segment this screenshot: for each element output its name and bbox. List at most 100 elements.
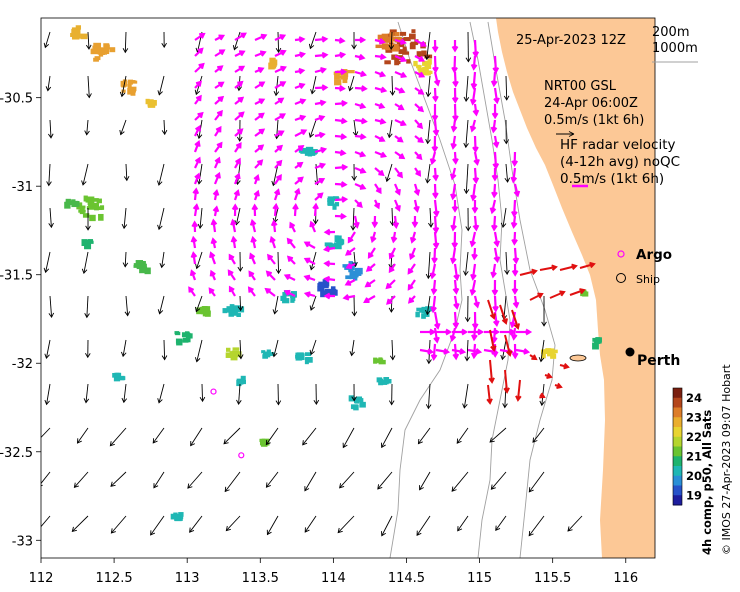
hf-arrow-head: [238, 111, 245, 118]
sst-pixel: [102, 48, 110, 55]
red-arrow: [549, 291, 565, 299]
model-arrow-head: [463, 142, 469, 149]
model-arrow: [426, 31, 431, 60]
model-arrow-head: [417, 438, 423, 445]
colorbar-tick-label: 23: [686, 410, 702, 424]
model-arrow: [465, 163, 469, 194]
model-arrow-head: [463, 270, 469, 276]
model-arrow: [266, 471, 279, 488]
model-arrow-head: [83, 398, 90, 404]
red-arrow-head: [488, 377, 495, 384]
hf-arrow-head: [303, 241, 311, 248]
model-arrow: [86, 295, 89, 318]
model-arrow-head: [275, 400, 282, 406]
sst-pixel: [82, 213, 90, 218]
hf-arrow-head: [491, 112, 499, 120]
hf-arrow: [472, 71, 477, 88]
sst-pixel: [174, 514, 181, 520]
sst-pixel: [291, 294, 296, 302]
ship-legend-label: Ship: [636, 273, 660, 286]
model-arrow-head: [504, 177, 511, 183]
model-arrow: [74, 471, 89, 488]
sst-pixel: [394, 32, 400, 37]
sst-pixel: [348, 268, 354, 273]
x-tick-label: 114: [321, 571, 346, 586]
hf-arrow: [453, 71, 457, 86]
model-arrow: [196, 251, 203, 269]
sst-pixel: [375, 44, 384, 49]
sst-pixel: [349, 270, 356, 275]
sst-pixel: [416, 51, 422, 58]
model-arrow-head: [195, 263, 201, 270]
model-arrow-head: [416, 530, 422, 537]
hf-arrow-head: [258, 81, 266, 88]
sst-pixel: [386, 36, 394, 43]
hf-arrow-head: [249, 218, 257, 226]
model-arrow-head: [122, 262, 129, 268]
model-arrow: [311, 75, 317, 94]
hf-arrow-head: [394, 188, 401, 196]
hf-arrow-head: [216, 109, 223, 117]
hf-arrow-head: [297, 145, 305, 152]
model-arrow: [239, 295, 242, 311]
sst-pixel: [109, 47, 116, 53]
sst-pixel: [147, 101, 156, 108]
model-arrow-head: [84, 313, 90, 319]
model-arrow-head: [342, 442, 348, 449]
sst-pixel: [203, 306, 211, 311]
hf-arrow: [451, 247, 457, 263]
hf-arrow-head: [390, 236, 398, 244]
sst-pixel: [581, 290, 587, 294]
hf-arrow-head: [257, 159, 264, 166]
hf-arrow-head: [294, 187, 301, 195]
hf-arrow-head: [341, 163, 349, 171]
model-arrow: [567, 515, 583, 532]
hf-arrow-head: [219, 49, 226, 56]
model-arrow-head: [237, 266, 244, 272]
sst-pixel: [334, 242, 342, 250]
sst-pixel: [330, 289, 338, 296]
hf-arrow-head: [492, 141, 500, 149]
model-arrow-head: [504, 269, 510, 276]
model-arrow-head: [502, 403, 508, 409]
hf-arrow-head: [386, 298, 393, 305]
hf-subtitle-label: (4-12h avg) noQC: [560, 154, 680, 170]
sst-pixel: [381, 33, 389, 38]
hf-arrow: [432, 279, 437, 294]
sst-pixel: [425, 306, 433, 312]
sst-pixel: [231, 312, 238, 316]
x-tick-label: 113.5: [242, 571, 279, 586]
hf-arrow-head: [299, 51, 307, 58]
sst-colorbar: 24 23 22 21 20 19: [672, 387, 702, 506]
hf-arrow-head: [237, 128, 244, 135]
model-arrow-head: [389, 355, 396, 361]
hf-arrow-head: [445, 328, 453, 336]
sst-pixel: [199, 306, 206, 313]
hf-arrow-head: [452, 287, 460, 295]
sst-pixel: [541, 353, 546, 359]
model-arrow: [456, 427, 469, 444]
model-arrow-head: [159, 262, 165, 269]
model-arrow-head: [463, 188, 470, 195]
model-arrow: [390, 31, 393, 50]
hf-arrow-head: [511, 269, 519, 277]
model-arrow-head: [194, 89, 201, 96]
sst-pixel: [178, 513, 183, 521]
hf-arrow-head: [289, 221, 296, 229]
model-arrow-head: [503, 95, 510, 101]
hf-arrow-head: [320, 146, 328, 154]
sst-pixel: [342, 264, 350, 268]
model-arrow-head: [265, 439, 271, 446]
model-arrow: [310, 339, 317, 355]
sst-pixel: [403, 37, 411, 42]
model-arrow-head: [465, 57, 472, 63]
hf-arrow-head: [418, 55, 426, 62]
model-arrow: [199, 207, 203, 229]
hf-arrow-head: [469, 289, 477, 296]
model-arrow-head: [426, 359, 432, 365]
hf-arrow-head: [450, 224, 457, 232]
perth-marker: [625, 347, 635, 357]
sst-pixel: [70, 32, 78, 37]
model-arrow: [391, 339, 394, 360]
hf-arrow-head: [379, 71, 387, 78]
